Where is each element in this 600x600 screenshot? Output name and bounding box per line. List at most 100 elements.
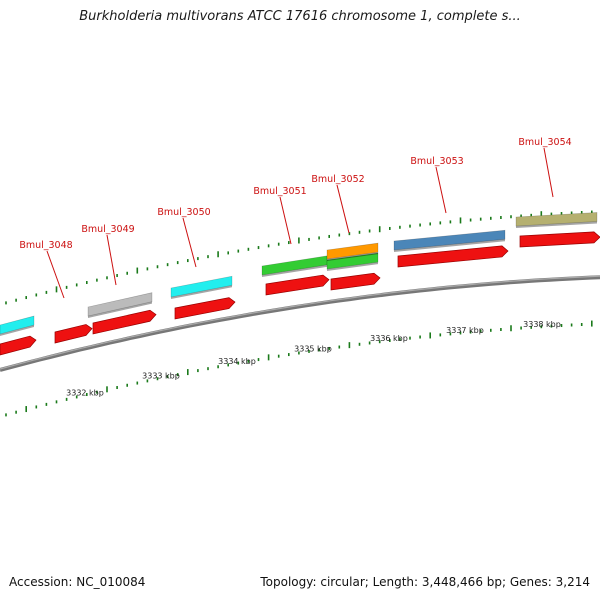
- gene-bar-gray-shadow: [88, 301, 152, 318]
- feature-tick-mark: [389, 226, 391, 230]
- gene-label[interactable]: Bmul_3051: [253, 186, 306, 197]
- scale-tick-mark: [399, 337, 401, 341]
- feature-tick-mark: [5, 301, 7, 305]
- gene-bar-orange[interactable]: [326, 242, 379, 260]
- gene-bar-green[interactable]: [261, 255, 328, 276]
- feature-tick-mark: [257, 246, 260, 250]
- scale-tick-mark: [156, 377, 159, 381]
- gene-leader-line: [543, 147, 554, 198]
- gene-leader-line: [106, 234, 117, 286]
- gene-label[interactable]: Bmul_3050: [157, 207, 210, 218]
- scale-tick-mark: [368, 341, 371, 345]
- scale-tick-mark: [136, 381, 139, 385]
- scale-tick-mark: [146, 379, 149, 383]
- feature-tick-mark: [500, 216, 502, 220]
- cds-arrow[interactable]: [92, 309, 157, 335]
- gene-label[interactable]: Bmul_3048: [19, 240, 72, 251]
- feature-tick-mark: [187, 259, 189, 263]
- feature-tick-mark: [540, 211, 543, 218]
- scale-tick-mark: [75, 395, 78, 399]
- scale-tick-mark: [530, 325, 532, 329]
- feature-tick-mark: [399, 225, 401, 229]
- feature-tick-mark: [227, 251, 229, 255]
- feature-tick-mark: [348, 232, 351, 236]
- feature-tick-mark: [166, 263, 169, 267]
- feature-tick-row: [5, 210, 593, 305]
- cds-arrow[interactable]: [174, 297, 236, 320]
- cds-arrow[interactable]: [330, 272, 381, 291]
- feature-tick-mark: [580, 211, 583, 215]
- scale-tick-mark: [378, 340, 381, 344]
- scale-tick-mark: [348, 342, 351, 349]
- gene-bar-cyan-shadow: [171, 285, 232, 299]
- gene-bar-blue[interactable]: [393, 229, 506, 251]
- cds-arrow[interactable]: [0, 335, 37, 356]
- cds-arrow[interactable]: [54, 324, 93, 344]
- gene-label[interactable]: Bmul_3052: [311, 174, 364, 185]
- gene-leader-line: [46, 250, 65, 299]
- scale-tick-mark: [277, 354, 280, 358]
- scale-tick-mark: [298, 351, 300, 355]
- scale-tick-mark: [459, 331, 462, 335]
- scale-tick-mark: [500, 328, 502, 332]
- feature-tick-mark: [25, 296, 27, 300]
- scale-tick-mark: [25, 406, 27, 413]
- feature-tick-mark: [298, 237, 300, 244]
- scale-tick-label: 3332 kbp: [66, 388, 104, 397]
- scale-tick-mark: [45, 402, 48, 406]
- scale-tick-label: 3334 kbp: [218, 357, 256, 366]
- scale-tick-mark: [510, 325, 512, 332]
- gene-bar-green[interactable]: [326, 252, 379, 270]
- cds-arrow[interactable]: [265, 274, 330, 296]
- gene-leader-line: [435, 166, 447, 214]
- cds-arrow[interactable]: [397, 245, 509, 268]
- scale-tick-mark: [308, 349, 310, 353]
- scale-tick-mark: [570, 323, 573, 327]
- feature-tick-mark: [75, 283, 78, 287]
- feature-tick-mark: [288, 241, 290, 245]
- scale-tick-mark: [328, 346, 330, 350]
- feature-tick-mark: [217, 251, 219, 258]
- scale-tick-mark: [520, 326, 522, 330]
- scale-tick-mark: [479, 329, 482, 333]
- feature-tick-mark: [136, 267, 139, 274]
- gene-bar-cyan[interactable]: [0, 315, 35, 335]
- gene-bar-cyan[interactable]: [170, 275, 233, 298]
- scale-tick-mark: [540, 325, 543, 329]
- feature-tick-mark: [308, 237, 310, 241]
- gene-label[interactable]: Bmul_3054: [518, 137, 571, 148]
- gene-bar-gray[interactable]: [87, 292, 153, 317]
- scale-tick-label: 3338 kbp: [523, 320, 561, 329]
- feature-tick-mark: [520, 214, 522, 218]
- scale-tick-mark: [247, 359, 250, 363]
- scale-tick-label: 3335 kbp: [294, 344, 332, 353]
- feature-tick-mark: [45, 290, 48, 294]
- accession-text: Accession: NC_010084: [9, 575, 146, 589]
- scale-tick-mark: [267, 354, 270, 361]
- feature-tick-mark: [550, 212, 553, 216]
- feature-tick-mark: [459, 217, 462, 224]
- scale-track: 3332 kbp 3333 kbp 3334 kbp 3335 kbp 3336 kbp…: [5, 320, 593, 417]
- feature-tick-mark: [55, 286, 58, 293]
- gene-bar-olive[interactable]: [515, 212, 598, 227]
- feature-tick-mark: [267, 244, 270, 248]
- gene-label[interactable]: Bmul_3053: [410, 156, 463, 167]
- feature-tick-mark: [338, 233, 341, 237]
- feature-tick-mark: [419, 223, 421, 227]
- chromosome-backbone: [0, 275, 600, 372]
- feature-tick-mark: [439, 221, 442, 225]
- cds-arrow[interactable]: [519, 231, 600, 248]
- gene-leader-line: [182, 217, 197, 268]
- feature-tick-mark: [510, 215, 512, 219]
- scale-tick-mark: [550, 324, 553, 328]
- gene-label[interactable]: Bmul_3049: [81, 224, 134, 235]
- backbone-highlight: [0, 275, 600, 370]
- backbone-line: [0, 275, 600, 372]
- scale-tick-mark: [580, 323, 583, 327]
- scale-tick-mark: [106, 386, 108, 393]
- scale-tick-mark: [490, 328, 492, 332]
- scale-tick-label: 3333 kbp: [142, 372, 180, 381]
- gene-leader-line: [336, 184, 350, 234]
- scale-tick-mark: [338, 345, 341, 349]
- scale-tick-mark: [227, 363, 229, 367]
